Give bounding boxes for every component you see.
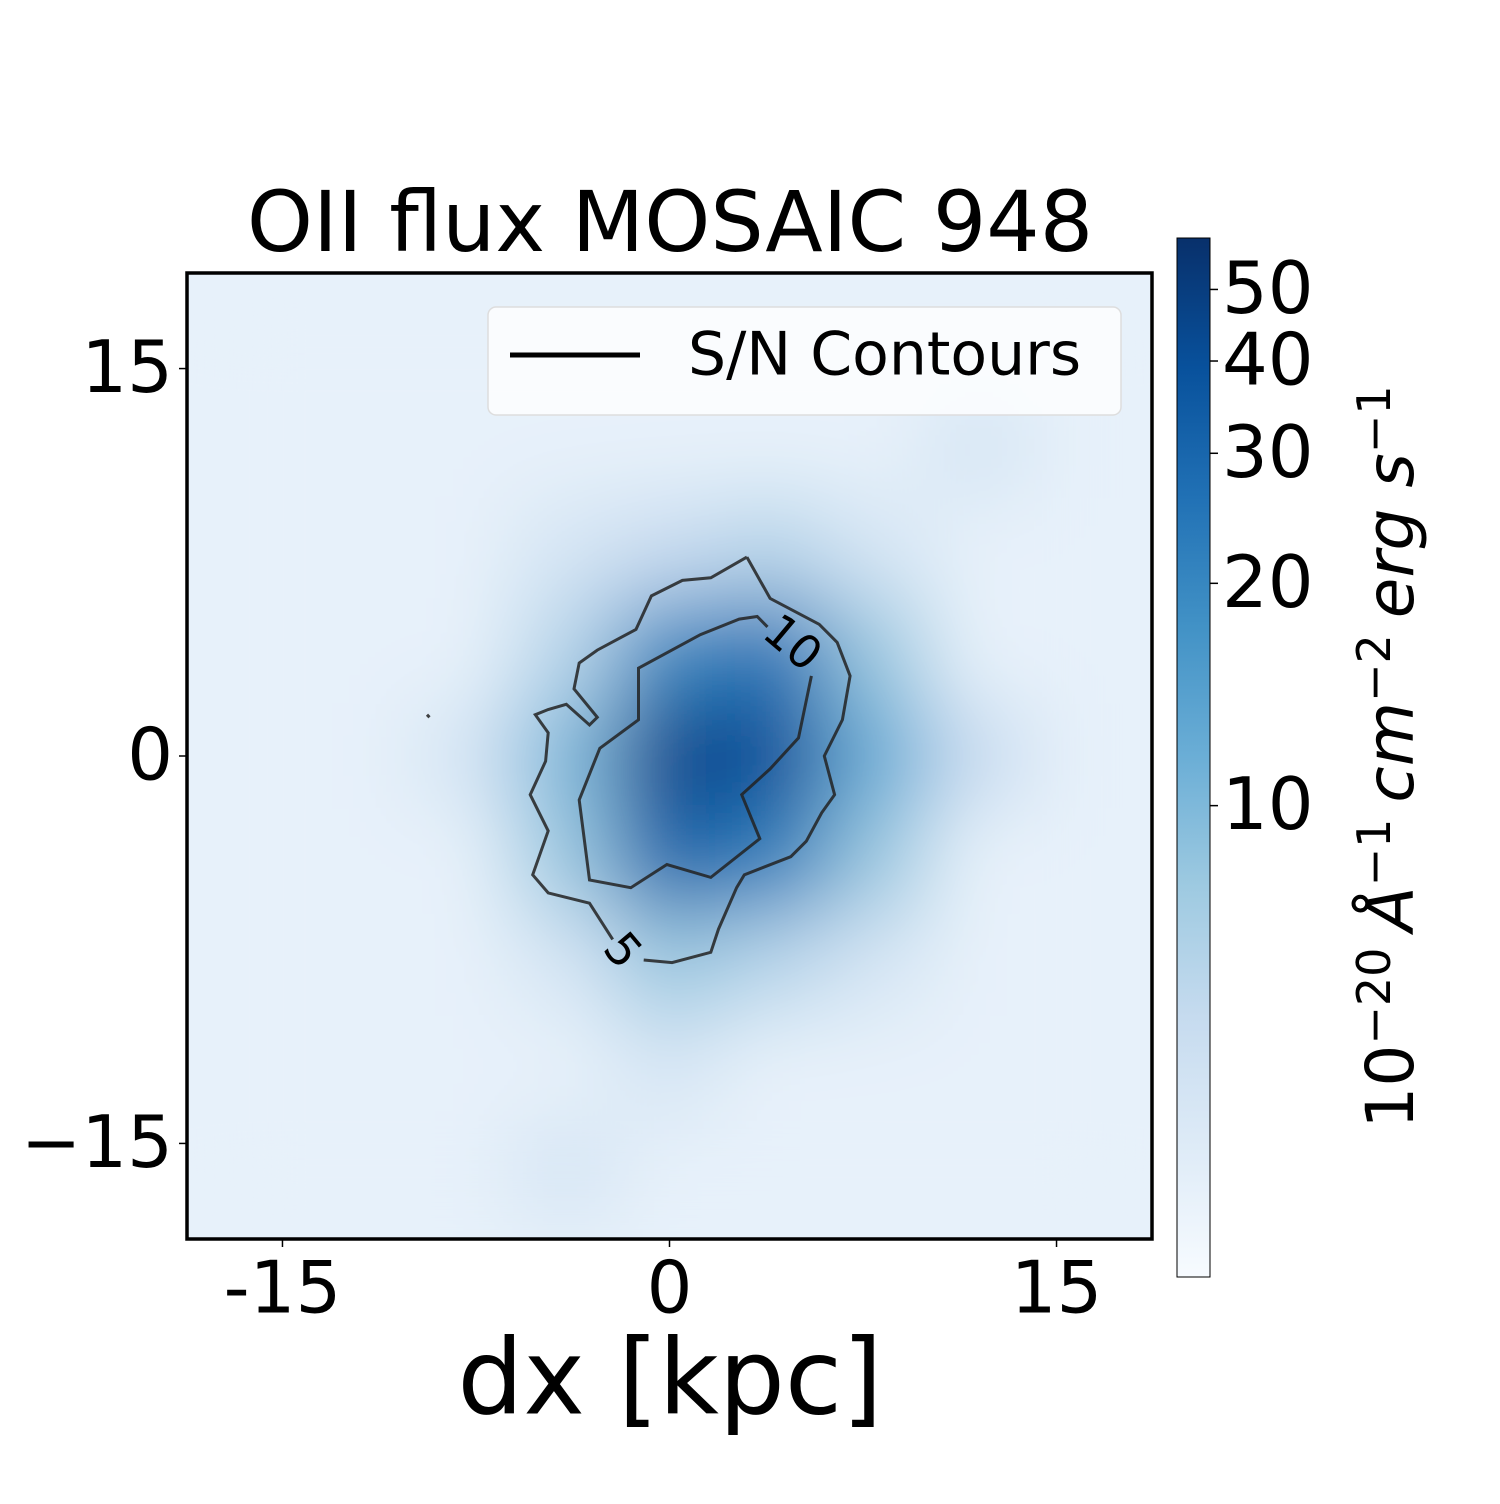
chart-title: OII flux MOSAIC 948 [247,173,1093,271]
heatmap-cell [824,704,929,809]
colorbar-tick-label: 50 [1222,246,1314,330]
heatmap-cell [308,394,413,499]
contour-line [577,614,813,890]
heatmap-cell [205,291,310,396]
heatmap-cell [308,910,413,1016]
legend-label: S/N Contours [688,320,1081,390]
heatmap-cell [411,704,516,809]
heatmap-cell [411,601,516,706]
heatmap-cell [721,910,826,1016]
heatmap-cell [721,1117,826,1222]
colorbar-label-sup: −1 [1347,819,1401,887]
heatmap-cell [411,807,516,912]
colorbar-tick-label: 10 [1222,762,1314,846]
colorbar-label-text: cm [1352,702,1429,803]
colorbar-label-sup: −20 [1347,948,1401,1045]
heatmap-cell [205,601,310,706]
heatmap-cell [927,910,1032,1016]
heatmap-cell [824,910,929,1016]
heatmap-cell [205,394,310,499]
heatmap-cell [205,704,310,809]
colorbar-label-text: Å [1352,886,1429,935]
heatmap-cell [927,601,1032,706]
heatmap-cell [514,497,619,603]
heatmap-cell [617,1014,723,1119]
heatmap [187,273,1152,1239]
heatmap-cell [1030,807,1135,912]
x-axis-label: dx [kpc] [457,1316,882,1438]
heatmap-cell [205,910,310,1016]
colorbar [1176,237,1211,1278]
heatmap-cell [617,704,723,809]
heatmap-cell [721,497,826,603]
heatmap-cell [927,704,1032,809]
heatmap-cell [308,291,413,396]
colorbar-label-text: erg s [1352,453,1429,618]
heatmap-cell [927,807,1032,912]
heatmap-cell [1030,1117,1135,1222]
heatmap-cell [205,1117,310,1222]
colorbar-label-sup: −2 [1347,634,1401,702]
legend: S/N Contours [487,306,1122,416]
heatmap-cell [514,601,619,706]
colorbar-label-text: 10 [1352,1045,1429,1129]
heatmap-cell [411,497,516,603]
colorbar-label: 10−20Å−1cm−2erg s−1 [1347,385,1430,1128]
heatmap-cell [824,807,929,912]
heatmap-cell [308,704,413,809]
heatmap-cell [927,1014,1032,1119]
heatmap-cell [411,1014,516,1119]
colorbar-tick-label: 40 [1222,318,1314,402]
heatmap-cell [1030,497,1135,603]
heatmap-cell [205,497,310,603]
heatmap-cell [514,1014,619,1119]
heatmap-cell [617,807,723,912]
heatmap-cell [308,601,413,706]
heatmap-cell [617,497,723,603]
heatmap-cell [308,807,413,912]
colorbar-tick-label: 30 [1222,410,1314,494]
heatmap-cell [411,1117,516,1222]
heatmap-cell [308,1014,413,1119]
colorbar-tick-label: 20 [1222,540,1314,624]
heatmap-cell [824,1117,929,1222]
heatmap-cell [1030,1014,1135,1119]
contour-line [425,555,852,965]
heatmap-cell [514,1117,619,1222]
heatmap-cell [617,1117,723,1222]
heatmap-cell [205,807,310,912]
legend-box [487,306,1122,416]
x-tick-label: 0 [647,1246,693,1330]
heatmap-cell [1030,910,1135,1016]
y-tick-label: 15 [81,325,173,409]
heatmap-cell [1030,601,1135,706]
heatmap-cell [927,1117,1032,1222]
heatmap-cell [514,807,619,912]
heatmap-cell [721,704,826,809]
heatmap-cell [1030,704,1135,809]
x-tick-label: -15 [224,1246,342,1330]
y-tick-label: 0 [127,713,173,797]
heatmap-cells [205,291,1135,1222]
heatmap-cell [721,807,826,912]
heatmap-cell [514,910,619,1016]
heatmap-cell [205,1014,310,1119]
heatmap-cell [308,497,413,603]
heatmap-cell [308,1117,413,1222]
heatmap-cell [411,910,516,1016]
heatmap-cell [617,601,723,706]
heatmap-cell [927,497,1032,603]
x-tick-label: 15 [1011,1246,1103,1330]
heatmap-cell [721,1014,826,1119]
colorbar-label-sup: −1 [1347,385,1401,453]
heatmap-cell [824,497,929,603]
heatmap-cell [824,1014,929,1119]
y-tick-label: −15 [21,1100,173,1184]
